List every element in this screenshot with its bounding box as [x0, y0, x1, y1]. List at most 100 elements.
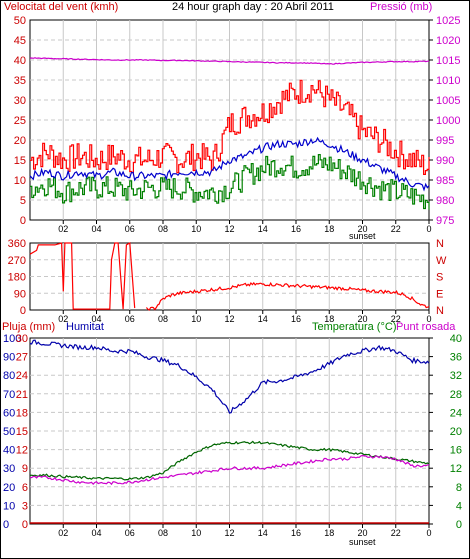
compass-label: E — [436, 288, 443, 300]
wind-tick-label: 15 — [14, 155, 26, 167]
wind-tick-label: 50 — [14, 15, 26, 27]
x-tick-label: 08 — [158, 224, 168, 234]
temperature-tick-label: 20 — [450, 426, 462, 438]
compass-label: S — [436, 272, 443, 284]
x-tick-label: 20 — [357, 314, 367, 324]
pressure-tick-label: 1020 — [436, 35, 460, 47]
compass-label: W — [436, 255, 447, 267]
direction-tick-label: 270 — [8, 255, 26, 267]
humidity-axis-label: Humitat — [66, 321, 104, 333]
x-tick-label: 0 — [426, 314, 431, 324]
rain-tick-label: 24 — [16, 370, 28, 382]
pressure-tick-label: 990 — [436, 155, 454, 167]
wind-tick-label: 10 — [14, 175, 26, 187]
direction-tick-label: 90 — [14, 288, 26, 300]
rain-tick-label: 30 — [16, 333, 28, 345]
chart-title: 24 hour graph day : 20 Abril 2011 — [172, 1, 334, 13]
x-tick-label: 18 — [324, 314, 334, 324]
wind-pressure-ticks: 0510152025303540455097598098599099510001… — [14, 15, 461, 234]
pressure-tick-label: 1005 — [436, 95, 460, 107]
x-tick-label: 12 — [224, 528, 234, 538]
humidity-tick-label: 90 — [3, 352, 15, 364]
x-tick-label: 04 — [91, 314, 101, 324]
wind-pressure-lines — [29, 57, 430, 210]
humidity-tick-label: 70 — [3, 389, 15, 401]
temperature-tick-label: 36 — [450, 352, 462, 364]
rain-tick-label: 3 — [22, 500, 28, 512]
rain-tick-label: 0 — [22, 519, 28, 531]
temperature-tick-label: 40 — [450, 333, 462, 345]
wind-avg-line — [29, 136, 430, 192]
wind-direction-line — [29, 242, 430, 311]
rain-tick-label: 12 — [16, 445, 28, 457]
direction-tick-label: 0 — [20, 305, 26, 317]
x-tick-label: 0 — [426, 224, 431, 234]
sunset-label-top: sunset — [349, 231, 376, 241]
x-tick-label: 10 — [191, 314, 201, 324]
humidity-tick-label: 60 — [3, 407, 15, 419]
compass-label: N — [436, 238, 444, 250]
dewpoint-line — [29, 454, 430, 486]
humidity-tick-label: 40 — [3, 445, 15, 457]
x-tick-label: 14 — [258, 224, 268, 234]
x-tick-label: 18 — [324, 528, 334, 538]
sunset-label-bottom: sunset — [349, 537, 376, 547]
wind-tick-label: 35 — [14, 75, 26, 87]
temperature-axis-label: Temperatura (°C) — [312, 321, 396, 333]
dewpoint-axis-label: Punt rosada — [396, 321, 456, 333]
pressure-line — [29, 57, 430, 65]
compass-label: N — [436, 305, 444, 317]
pressure-tick-label: 995 — [436, 135, 454, 147]
direction-tick-label: 360 — [8, 238, 26, 250]
x-tick-label: 20 — [357, 224, 367, 234]
wind-low-line — [30, 154, 430, 210]
wind-axis-label: Velocitat del vent (kmh) — [4, 1, 118, 13]
wind-pressure-panel: 0510152025303540455097598098599099510001… — [4, 1, 460, 241]
temperature-line — [29, 440, 430, 481]
humidity-tick-label: 10 — [3, 500, 15, 512]
wind-tick-label: 30 — [14, 95, 26, 107]
rain-tick-label: 27 — [16, 352, 28, 364]
pressure-tick-label: 980 — [436, 195, 454, 207]
wind-direction-line-late — [145, 281, 430, 311]
x-tick-label: 06 — [125, 224, 135, 234]
direction-tick-label: 180 — [8, 272, 26, 284]
x-tick-label: 12 — [224, 224, 234, 234]
rain-tick-label: 9 — [22, 463, 28, 475]
wind-direction-grid — [30, 243, 429, 310]
temperature-tick-label: 24 — [450, 407, 462, 419]
temperature-tick-label: 0 — [456, 519, 462, 531]
x-tick-label: 04 — [91, 528, 101, 538]
x-tick-label: 14 — [258, 528, 268, 538]
humidity-tick-label: 20 — [3, 482, 15, 494]
wind-gust-line — [30, 79, 430, 175]
x-tick-label: 20 — [357, 528, 367, 538]
x-tick-label: 16 — [291, 314, 301, 324]
wind-tick-label: 0 — [20, 215, 26, 227]
pressure-axis-label: Pressió (mb) — [370, 1, 432, 13]
x-tick-label: 16 — [291, 528, 301, 538]
x-tick-label: 12 — [224, 314, 234, 324]
x-tick-label: 08 — [158, 528, 168, 538]
x-tick-label: 10 — [191, 224, 201, 234]
wind-tick-label: 20 — [14, 135, 26, 147]
pressure-tick-label: 1015 — [436, 55, 460, 67]
x-tick-label: 14 — [258, 314, 268, 324]
wind-tick-label: 40 — [14, 55, 26, 67]
humidity-line — [29, 339, 430, 414]
humidity-temperature-lines — [29, 339, 430, 524]
rain-tick-label: 21 — [16, 389, 28, 401]
temperature-tick-label: 32 — [450, 370, 462, 382]
temperature-tick-label: 12 — [450, 463, 462, 475]
x-tick-label: 04 — [91, 224, 101, 234]
temperature-tick-label: 16 — [450, 445, 462, 457]
temperature-tick-label: 4 — [456, 500, 462, 512]
x-tick-label: 22 — [391, 314, 401, 324]
rain-tick-label: 18 — [16, 407, 28, 419]
pressure-tick-label: 1010 — [436, 75, 460, 87]
rain-axis-label: Pluja (mm) — [2, 321, 55, 333]
